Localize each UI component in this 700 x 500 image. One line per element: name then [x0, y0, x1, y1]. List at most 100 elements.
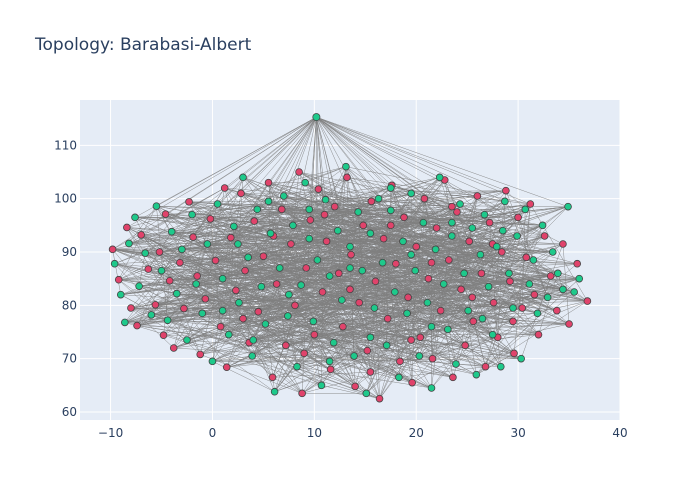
edge-line: [298, 171, 351, 269]
node-point: [121, 318, 129, 327]
edge-line: [349, 177, 440, 269]
node-point: [329, 338, 338, 347]
hub-edge-line: [316, 116, 505, 202]
edge-line: [296, 254, 481, 367]
edge-line: [451, 222, 502, 367]
node-point: [239, 173, 247, 182]
edge-line: [497, 300, 588, 338]
node-point: [310, 330, 319, 339]
edge-line: [337, 210, 391, 231]
edge-line: [176, 236, 194, 294]
hub-edge-line: [210, 116, 317, 220]
node-point: [379, 234, 388, 243]
node-point: [287, 240, 295, 248]
edge-line: [386, 345, 432, 389]
node-point: [110, 259, 119, 268]
node-point: [318, 288, 327, 296]
edge-line: [138, 253, 146, 287]
hub-edge-line: [316, 117, 335, 207]
node-point: [395, 373, 403, 382]
node-point: [248, 352, 256, 360]
edge-line: [145, 252, 432, 327]
edge-line: [112, 222, 452, 250]
node-point: [399, 237, 407, 246]
edge-line: [118, 279, 275, 392]
edge-line: [512, 307, 538, 314]
edge-line: [196, 283, 457, 365]
edge-line: [329, 262, 432, 362]
hub-edge-line: [308, 117, 317, 210]
edge-line: [512, 225, 543, 309]
edge-line: [200, 299, 342, 355]
edge-line: [366, 209, 526, 394]
node-point: [445, 256, 453, 264]
node-point: [386, 206, 395, 215]
edge-line: [476, 353, 515, 375]
node-point: [420, 194, 429, 203]
node-point: [553, 306, 561, 315]
node-point: [465, 237, 474, 246]
edge-line: [188, 201, 330, 362]
node-point: [370, 304, 379, 312]
edge-line: [370, 278, 580, 338]
node-point: [188, 210, 196, 219]
x-tick-label: 0: [209, 426, 217, 440]
edge-line: [224, 187, 469, 311]
edge-line: [274, 273, 340, 392]
node-point: [525, 280, 534, 288]
y-tick-label: 80: [62, 298, 77, 312]
node-point: [575, 274, 584, 283]
node-point: [342, 162, 350, 171]
edge-line: [476, 278, 580, 375]
node-point: [176, 258, 184, 267]
edge-line: [183, 308, 322, 386]
y-tick-label: 90: [62, 245, 77, 259]
edge-line: [505, 190, 548, 298]
node-point: [435, 173, 444, 182]
edge-line: [292, 225, 432, 327]
node-point: [407, 189, 415, 198]
node-point: [330, 202, 339, 211]
edge-line: [167, 320, 266, 325]
node-point: [157, 266, 166, 275]
node-point: [383, 314, 392, 323]
hub-edge-line: [268, 116, 317, 183]
node-point: [305, 205, 314, 214]
edge-line: [167, 320, 367, 394]
edge-line: [139, 273, 509, 287]
node-point: [546, 272, 555, 280]
node-point: [400, 213, 408, 222]
edge-line: [242, 177, 416, 271]
node-point: [275, 264, 284, 272]
node-point: [502, 186, 510, 195]
node-point: [424, 274, 433, 283]
node-point: [505, 269, 513, 278]
edge-line: [349, 267, 469, 311]
hub-edge-line: [316, 116, 453, 207]
node-point: [464, 306, 472, 315]
node-point: [346, 242, 354, 251]
edge-line: [247, 257, 387, 346]
node-point: [314, 185, 323, 193]
node-point: [477, 269, 486, 278]
node-point: [456, 200, 464, 208]
edge-line: [112, 249, 122, 295]
node-point: [268, 373, 277, 382]
edge-line: [156, 205, 239, 245]
edge-line: [296, 270, 416, 367]
node-point: [127, 304, 135, 312]
hub-edge-line: [316, 116, 531, 205]
node-point: [234, 240, 242, 248]
node-point: [436, 306, 445, 315]
edge-line: [192, 236, 371, 338]
edge-line: [407, 297, 522, 359]
edge-line: [222, 278, 522, 359]
edge-line: [411, 201, 505, 255]
node-point: [457, 285, 465, 294]
edge-line: [310, 219, 575, 293]
node-point: [224, 330, 233, 339]
hub-edge-line: [217, 116, 317, 205]
edge-line: [447, 321, 514, 330]
node-point: [391, 288, 399, 296]
node-point: [264, 197, 273, 206]
